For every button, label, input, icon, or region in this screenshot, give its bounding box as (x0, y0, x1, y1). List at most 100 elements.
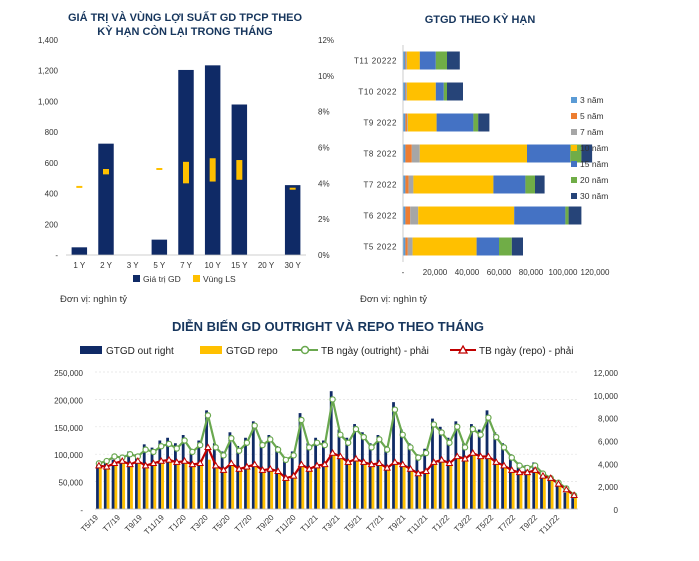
chart3-avg-outright-point (126, 451, 134, 458)
chart3-outright-bar (150, 447, 154, 509)
chart2-segment (405, 237, 408, 256)
chart3-outright-bar (205, 410, 208, 509)
chart3-avg-repo-point (305, 465, 314, 472)
chart3-avg-repo-point (266, 465, 275, 472)
chart3-avg-outright-point (212, 444, 219, 451)
chart3-x-label: T7/20 (233, 513, 254, 534)
chart3-avg-repo-point (188, 460, 197, 468)
chart3-repo-bar (207, 459, 211, 509)
chart3-repo-bar (348, 462, 351, 509)
chart3-repo-bar (324, 465, 328, 509)
chart3-avg-repo-point (523, 468, 532, 476)
chart3-outright-bar (470, 424, 473, 509)
chart3-avg-outright-point (438, 429, 445, 436)
chart2-segment (473, 113, 479, 132)
chart1-y2-tick: 8% (318, 108, 330, 117)
chart3-repo-bar (270, 469, 274, 509)
chart3-x-label: T5/21 (343, 513, 364, 534)
chart2-segment (443, 82, 447, 101)
chart3-avg-outright-point (454, 423, 461, 430)
chart3-repo-bar (441, 460, 445, 509)
chart3-outright-bar (314, 437, 318, 509)
chart3-outright-bar (555, 481, 559, 509)
chart2-segment (405, 206, 411, 225)
chart3-avg-outright-point (508, 454, 515, 461)
chart3-x-label: T7/21 (365, 513, 386, 534)
legend-outright-label: GTGD out right (106, 346, 174, 357)
chart3-outright-bar (547, 476, 551, 509)
chart3-repo-bar (503, 466, 507, 509)
chart3-avg-outright-point (306, 444, 313, 451)
chart3-avg-repo-point (211, 461, 220, 469)
chart3-avg-outright-point (430, 421, 438, 428)
chart2-segment (418, 206, 515, 225)
chart3-repo-bar (309, 469, 313, 509)
chart3-avg-outright-point (196, 441, 204, 449)
chart3-avg-repo-point (281, 474, 290, 481)
chart3-avg-repo-point (126, 460, 134, 468)
chart2-segment (535, 175, 545, 194)
chart3-avg-repo-point (149, 459, 158, 467)
chart2-segment (405, 51, 407, 70)
chart3-outright-bar (392, 402, 395, 509)
chart3-x-label: T5/19 (79, 513, 100, 534)
chart3-avg-repo-point (102, 462, 111, 470)
chart3-avg-repo-point (468, 449, 477, 456)
chart1-title-line1: GIÁ TRỊ VÀ VÙNG LỢI SUẤT GD TPCP THEO (68, 11, 303, 24)
chart3-repo-bar (465, 459, 468, 509)
chart3-avg-outright-point (500, 444, 508, 451)
chart3-repo-bar (340, 456, 344, 509)
chart2-segment (411, 144, 420, 163)
chart3-y-tick: 250,000 (54, 369, 83, 378)
chart3-repo-bar (535, 470, 538, 509)
chart1-x-label: 5 Y (153, 261, 166, 270)
chart3-avg-repo-point (422, 467, 430, 475)
chart2-y-label: T9 2022 (363, 119, 397, 128)
chart3-avg-outright-point (235, 447, 243, 454)
chart3-avg-repo-point (274, 467, 282, 475)
legend-avg-repo-label: TB ngày (repo) - phải (479, 346, 574, 357)
chart2-segment (403, 206, 406, 225)
chart3-outright-bar (446, 437, 450, 509)
chart3-avg-outright-point (189, 448, 196, 456)
chart3-outright-bar (508, 454, 512, 509)
chart2-segment (406, 82, 407, 101)
chart3-x-label: T9/20 (255, 513, 276, 534)
chart3-y2-tick: 8,000 (598, 415, 619, 424)
chart3-outright-bar (329, 391, 333, 509)
chart3-repo-bar (480, 456, 484, 509)
chart3-avg-outright-point (111, 453, 118, 460)
chart3-repo-bar (239, 469, 242, 509)
chart2-segment (447, 82, 463, 101)
chart3-x-label: T3/22 (452, 513, 473, 534)
chart1-x-label: 7 Y (180, 261, 193, 270)
chart3-avg-repo-point (313, 461, 321, 469)
chart1-y2-tick: 10% (318, 72, 334, 81)
chart3-avg-repo-point (554, 479, 563, 487)
chart3-repo-bar (114, 465, 118, 509)
chart3-repo-bar (254, 465, 258, 509)
chart3-repo-bar (449, 464, 453, 509)
chart3-x-label: T9/19 (123, 513, 144, 534)
chart3-avg-outright-point (415, 454, 422, 461)
chart2-legend-swatch (571, 113, 577, 119)
chart3-y-tick: - (80, 506, 83, 515)
maturity-value-chart: GIÁ TRỊ VÀ VÙNG LỢI SUẤT GD TPCP THEO KỲ… (38, 11, 334, 305)
chart3-y2-tick: 6,000 (598, 438, 619, 447)
chart3-avg-outright-point (228, 435, 235, 442)
chart2-unit-note: Đơn vị: nghìn tỷ (360, 294, 427, 305)
chart3-avg-outright-point (251, 422, 258, 429)
chart3-repo-bar (246, 467, 250, 509)
chart3-avg-repo-point (141, 461, 150, 469)
chart1-y2-tick: 12% (318, 36, 334, 45)
chart1-y-tick: 1,200 (38, 67, 59, 76)
chart3-outright-bar (197, 440, 201, 509)
chart3-outright-bar (135, 454, 138, 509)
chart3-avg-repo-point (414, 469, 423, 477)
chart3-avg-outright-point (337, 431, 344, 438)
chart3-x-label: T7/22 (496, 513, 517, 534)
chart3-x-label: T7/19 (101, 513, 122, 534)
chart3-outright-bar (96, 465, 99, 509)
legend-avg-repo-marker (457, 344, 469, 354)
monthly-trend-chart: DIỄN BIẾN GD OUTRIGHT VÀ REPO THEO THÁNG… (54, 319, 618, 537)
